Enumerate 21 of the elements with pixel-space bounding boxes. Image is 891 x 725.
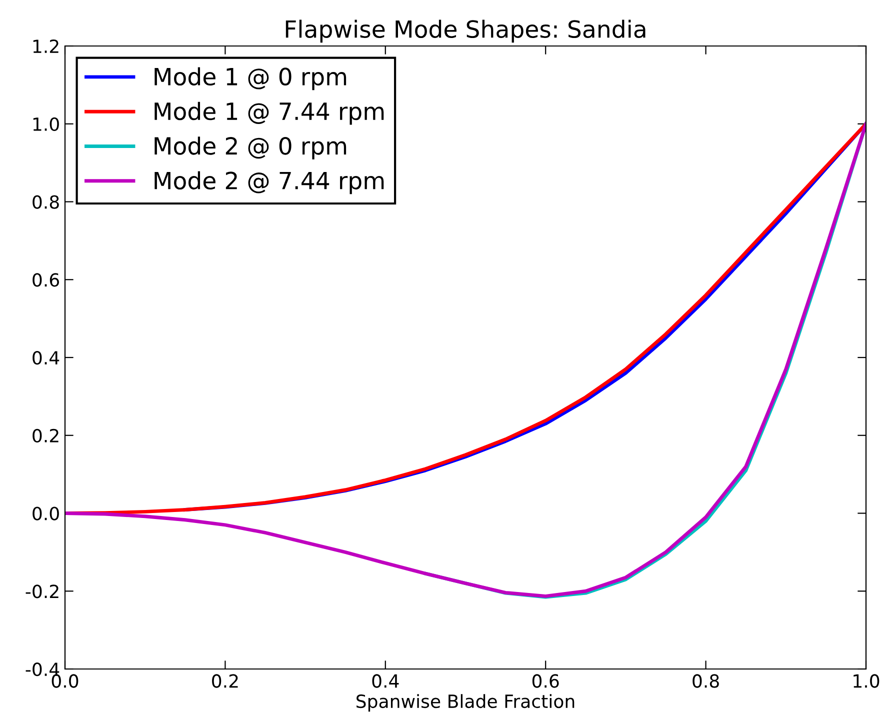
legend-label: Mode 2 @ 0 rpm xyxy=(154,136,346,160)
y-tick-label: -0.4 xyxy=(26,662,60,676)
x-tick-label: 0.4 xyxy=(372,674,399,688)
y-tick-label: 1.2 xyxy=(33,39,58,53)
y-tick-label: 0.0 xyxy=(32,506,59,520)
x-tick-label: 1.0 xyxy=(854,674,880,688)
x-axis-title: Spanwise Blade Fraction xyxy=(356,694,574,712)
chart-title: Flapwise Mode Shapes: Sandia xyxy=(286,20,646,43)
legend-label: Mode 1 @ 7.44 rpm xyxy=(154,102,384,125)
y-tick-label: 0.6 xyxy=(32,273,60,287)
y-tick-label: 0.4 xyxy=(32,350,60,365)
legend-label: Mode 2 @ 7.44 rpm xyxy=(154,171,384,194)
y-tick-label: 1.0 xyxy=(33,117,59,131)
x-tick-label: 0.2 xyxy=(212,674,238,688)
x-tick-label: 0.0 xyxy=(52,674,78,688)
x-tick-label: 0.8 xyxy=(692,674,719,688)
y-tick-label: 0.8 xyxy=(32,195,59,209)
legend-label: Mode 1 @ 0 rpm xyxy=(154,67,346,90)
y-tick-label: -0.2 xyxy=(26,584,58,598)
y-tick-label: 0.2 xyxy=(32,428,58,442)
x-tick-label: 0.6 xyxy=(532,674,559,688)
